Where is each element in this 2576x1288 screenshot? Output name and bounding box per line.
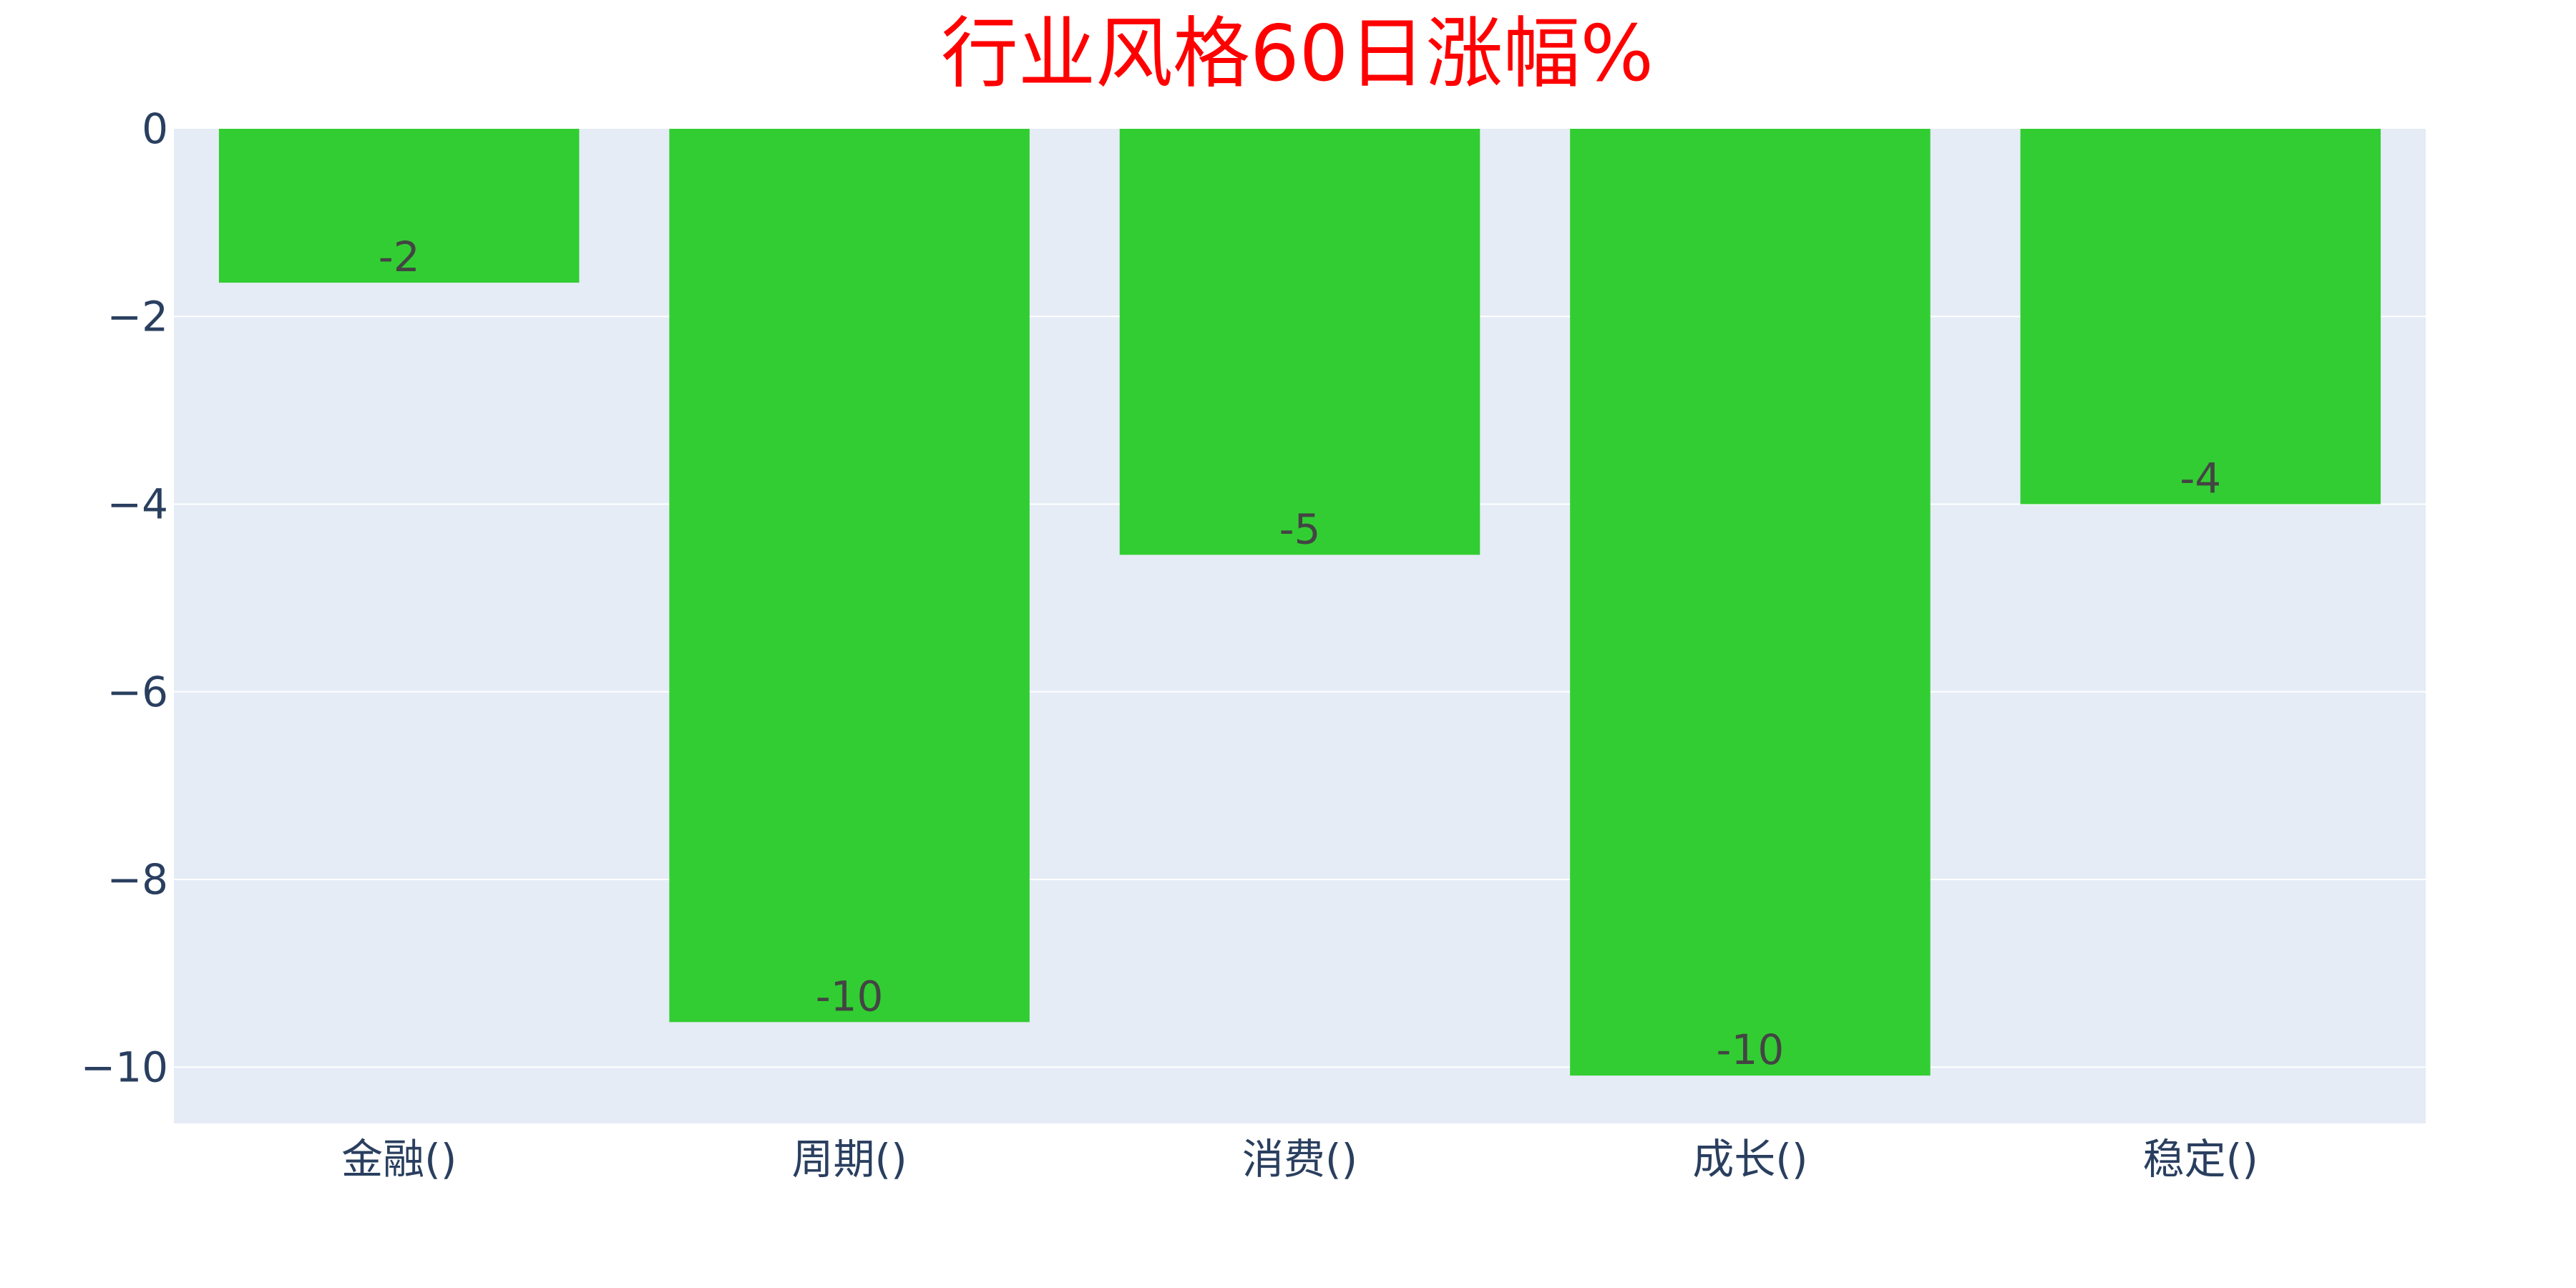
chart-title: 行业风格60日涨幅% — [941, 9, 1654, 99]
y-tick-label: −6 — [107, 668, 169, 716]
x-tick-label: 周期() — [791, 1135, 907, 1184]
x-tick-label: 成长() — [1692, 1135, 1807, 1184]
bar — [1570, 129, 1931, 1076]
bar — [218, 129, 580, 283]
y-tick-label: −8 — [107, 855, 169, 904]
x-tick-label: 消费() — [1242, 1135, 1357, 1184]
bar-value-label: -2 — [379, 233, 420, 281]
y-tick-label: 0 — [142, 104, 168, 153]
x-tick-label: 金融() — [341, 1135, 457, 1184]
bar-value-label: -10 — [816, 972, 884, 1020]
x-tick-label: 稳定() — [2143, 1135, 2258, 1184]
bar-value-label: -10 — [1717, 1025, 1785, 1074]
bar-value-label: -4 — [2180, 454, 2221, 503]
bar-value-label: -5 — [1279, 504, 1321, 553]
bar — [669, 129, 1030, 1023]
bars — [218, 129, 2381, 1076]
y-tick-label: −4 — [107, 480, 169, 529]
bar — [2020, 129, 2381, 504]
bar — [1119, 129, 1480, 555]
data-labels: -2 -10 -5 -10 -4 — [379, 233, 2221, 1074]
x-axis-ticks: 金融() 周期() 消费() 成长() 稳定() — [341, 1135, 2258, 1184]
y-tick-label: −10 — [81, 1043, 168, 1091]
y-axis-ticks: 0 −2 −4 −6 −8 −10 — [81, 104, 168, 1091]
y-tick-label: −2 — [107, 292, 169, 341]
